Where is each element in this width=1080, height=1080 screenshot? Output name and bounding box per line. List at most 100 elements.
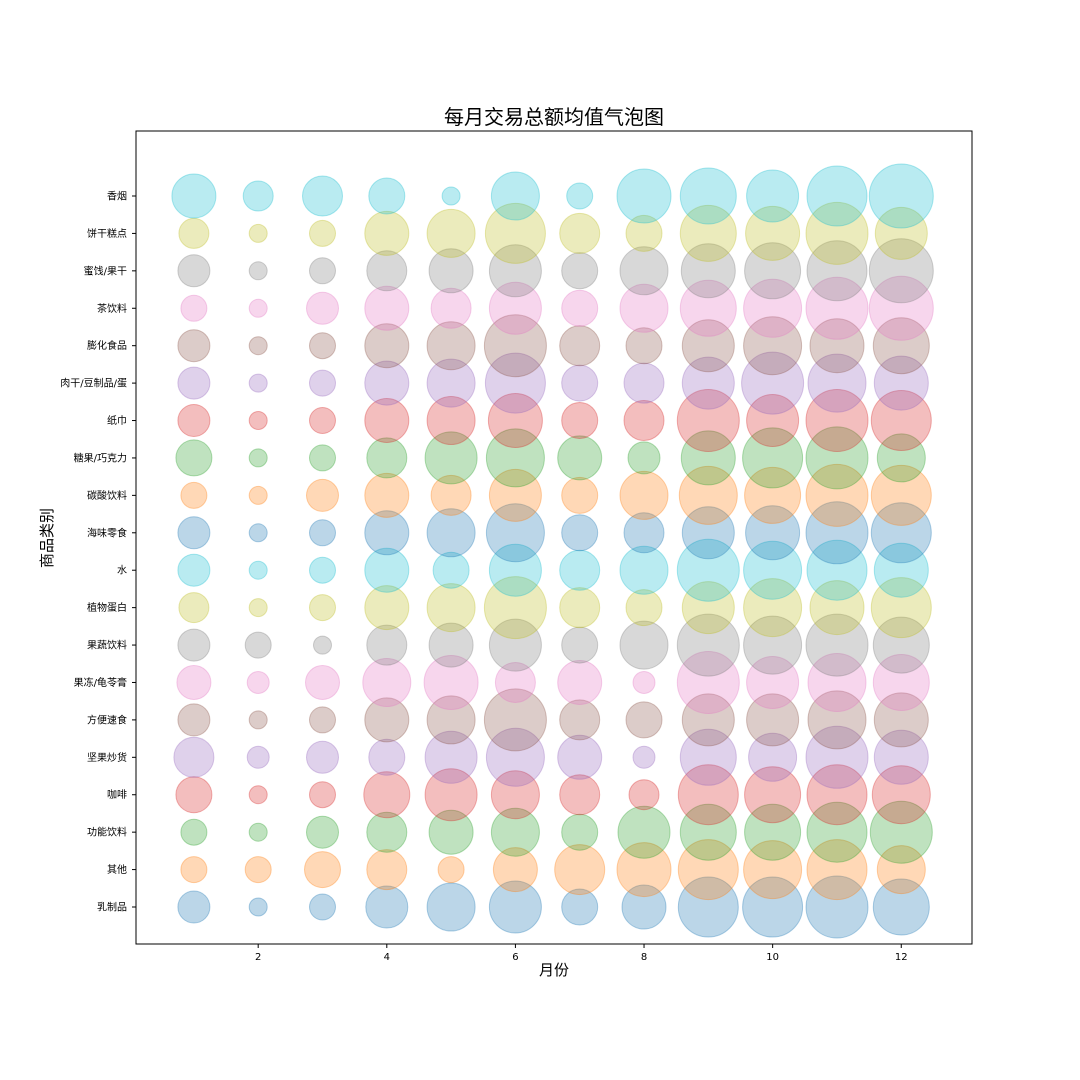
bubble (869, 800, 933, 864)
bubble (177, 553, 211, 587)
bubble (368, 177, 406, 215)
bubble (681, 693, 735, 747)
bubble (363, 771, 411, 819)
bubble (872, 654, 930, 711)
bubble (746, 693, 800, 747)
bubble (483, 688, 547, 752)
bubble (309, 893, 336, 921)
bubble (177, 329, 211, 363)
y-category-label: 功能饮料 (87, 826, 127, 839)
bubble (366, 250, 408, 292)
bubble (559, 587, 601, 629)
bubble (805, 201, 869, 265)
bubble (619, 470, 669, 520)
bubble (868, 238, 934, 304)
bubble (248, 261, 268, 281)
bubble (364, 323, 410, 369)
bubble (441, 186, 461, 206)
bubble (561, 813, 599, 851)
bubble (743, 278, 803, 338)
bubble (561, 364, 599, 402)
bubble (430, 287, 472, 329)
bubble (248, 298, 268, 318)
bubble (306, 815, 339, 849)
bubble (248, 223, 268, 243)
bubble (628, 779, 660, 811)
bubble (870, 502, 932, 564)
bubble (559, 699, 601, 741)
bubble (177, 890, 211, 924)
bubble (176, 665, 212, 700)
bubble (743, 578, 803, 638)
bubble (566, 182, 594, 210)
bubble (805, 613, 869, 677)
bubble (494, 662, 536, 703)
bubble (364, 360, 410, 406)
x-tick-label: 10 (766, 952, 779, 963)
bubble (874, 206, 928, 260)
bubble (872, 616, 930, 674)
bubble (868, 163, 934, 229)
y-category-label: 碳酸饮料 (87, 489, 127, 502)
bubble (744, 803, 802, 861)
bubble (625, 701, 663, 739)
bubble (364, 472, 410, 518)
bubble (180, 481, 208, 509)
bubble (309, 257, 336, 285)
chart-title: 每月交易总额均值气泡图 (444, 105, 664, 129)
y-category-label: 水 (117, 565, 127, 577)
bubble (561, 626, 599, 664)
bubble (306, 740, 339, 774)
bubble (246, 745, 270, 769)
bubble (309, 781, 336, 809)
x-tick-label: 8 (641, 952, 647, 963)
bubble (619, 283, 669, 333)
bubble (365, 885, 409, 929)
bubble (676, 651, 740, 714)
bubble (623, 362, 665, 404)
bubble (872, 878, 930, 936)
bubble (681, 319, 735, 373)
bubble (621, 884, 667, 930)
bubble (305, 665, 340, 700)
bubble (490, 807, 540, 857)
bubble (426, 882, 476, 932)
bubble (679, 279, 737, 337)
y-category-label: 其他 (107, 863, 127, 876)
bubble (809, 580, 865, 636)
bubble (805, 426, 869, 490)
bubble (806, 240, 868, 302)
bubble (309, 594, 336, 622)
bubble (870, 577, 932, 639)
bubble (426, 358, 476, 408)
bubble (805, 725, 869, 789)
bubble (488, 543, 542, 597)
bubble (743, 840, 803, 900)
bubble (437, 856, 465, 884)
bubble (244, 856, 272, 884)
y-category-label: 饼干糕点 (87, 227, 127, 240)
bubble (632, 745, 656, 769)
bubble (175, 776, 213, 814)
bubble (873, 542, 929, 598)
x-tick-label: 6 (512, 952, 518, 963)
bubble (424, 768, 478, 822)
bubble (490, 770, 540, 820)
bubble (248, 785, 268, 805)
bubble (561, 289, 599, 327)
y-category-label: 蜜饯/果干 (84, 264, 127, 277)
bubble (806, 801, 868, 863)
bubble (177, 254, 211, 288)
bubble (178, 592, 210, 624)
bubble (559, 212, 601, 254)
bubble (426, 583, 476, 633)
bubble (483, 314, 547, 378)
x-axis-label: 月份 (539, 961, 569, 979)
bubble (248, 598, 268, 618)
bubble (559, 325, 601, 367)
bubble (180, 818, 208, 846)
bubble (743, 615, 803, 675)
bubble (625, 214, 663, 252)
bubble (368, 738, 406, 776)
